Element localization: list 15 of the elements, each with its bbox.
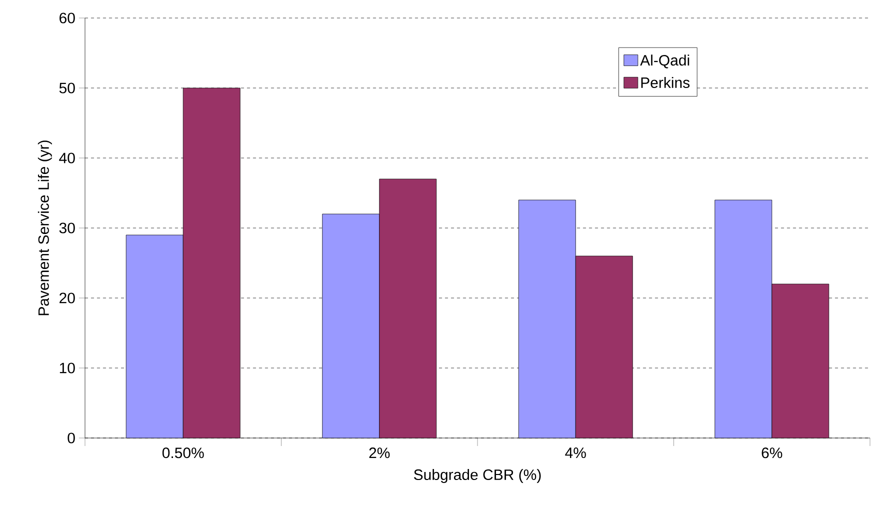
x-tick-label: 4% — [565, 448, 586, 458]
y-tick-label: 30 — [59, 222, 75, 234]
y-tick-label: 0 — [68, 432, 75, 444]
x-tick-label: 0.50% — [162, 448, 204, 458]
y-tick-label: 20 — [60, 292, 75, 304]
x-tick-label: 6% — [762, 448, 782, 458]
y-tick-label: 50 — [59, 82, 75, 94]
y-tick-label: 60 — [60, 12, 75, 24]
x-tick-label: 2% — [369, 448, 390, 458]
y-tick-label: 10 — [60, 362, 75, 374]
legend-label: Al-Qadi — [640, 54, 690, 68]
x-axis-title: Subgrade CBR (%) — [414, 469, 541, 483]
legend-label: Perkins — [641, 76, 690, 88]
y-axis-title: Pavement Service Life (yr) — [38, 140, 52, 316]
y-tick-label: 40 — [59, 152, 75, 164]
